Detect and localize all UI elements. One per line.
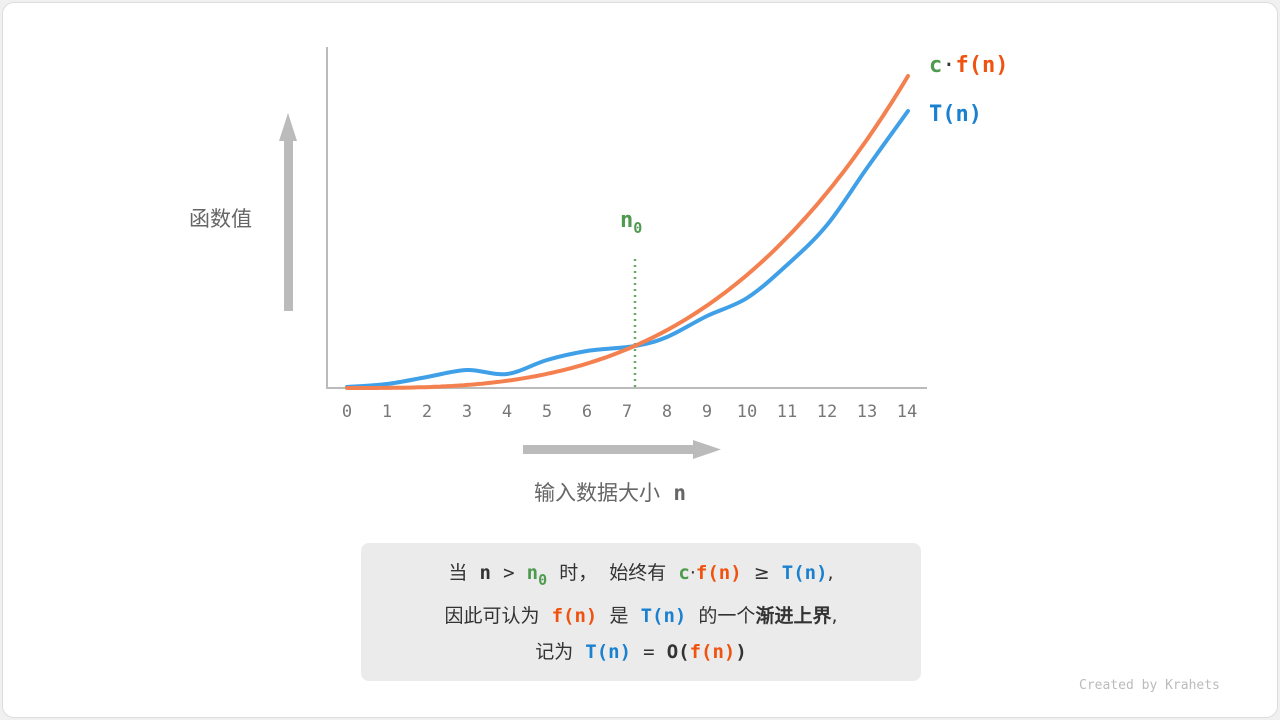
f: f(n) [551, 605, 598, 627]
T: T(n) [585, 641, 632, 663]
x-tick-label: 13 [857, 402, 877, 422]
x-tick-label: 8 [662, 402, 672, 422]
legend-f: f(n) [955, 53, 1009, 78]
n0-sub: 0 [538, 571, 548, 589]
note-line-3: 记为 T(n) = O(f(n)) [361, 634, 921, 670]
x-tick-label: 11 [777, 402, 797, 422]
comma: , [831, 605, 838, 627]
x-tick-label: 6 [582, 402, 592, 422]
t: 始终有 [609, 562, 667, 584]
f: f(n) [689, 641, 736, 663]
t: 因此可认为 [444, 605, 540, 627]
x-axis-var: n [673, 481, 687, 505]
plot: 0 1 2 3 4 5 6 7 8 9 10 11 12 13 14 [279, 47, 927, 459]
explanation-box: 当 n > n0 时， 始终有 c·f(n) ≥ T(n), 因此可认为 f(n… [361, 543, 921, 681]
n0: n [526, 562, 539, 584]
x-tick-label: 10 [737, 402, 757, 422]
c: c [678, 562, 690, 584]
ge: ≥ [753, 562, 770, 584]
x-tick-label: 5 [542, 402, 552, 422]
t-curve [345, 109, 910, 389]
eq: = [643, 641, 655, 663]
x-axis-label: 输入数据大小 n [534, 477, 686, 507]
paren: ) [735, 641, 747, 663]
x-tick-label: 0 [342, 402, 352, 422]
credit: Created by Krahets [1079, 678, 1220, 693]
n: n [479, 562, 491, 584]
dot: · [689, 562, 696, 584]
n0-sub: 0 [633, 219, 643, 237]
note-line-2: 因此可认为 f(n) 是 T(n) 的一个渐进上界, [361, 598, 921, 634]
O: O( [666, 641, 690, 663]
y-axis-label: 函数值 [189, 207, 252, 231]
x-tick-label: 1 [382, 402, 392, 422]
x-arrow-shaft [523, 445, 698, 454]
T: T(n) [781, 562, 828, 584]
n0-base: n [620, 208, 634, 233]
comma: , [827, 562, 834, 584]
f: f(n) [695, 562, 742, 584]
t: 当 [448, 562, 468, 584]
cf-curve [345, 74, 910, 390]
x-arrow-head [693, 440, 721, 459]
x-tick-label: 12 [817, 402, 837, 422]
t: 的一个 [698, 605, 756, 627]
legend-c: c [929, 53, 943, 78]
x-tick-label: 9 [702, 402, 712, 422]
t: 记为 [535, 641, 574, 663]
x-tick-label: 2 [422, 402, 432, 422]
legend-cf: c·f(n) [929, 53, 1008, 78]
legend-dot: · [942, 53, 956, 78]
T: T(n) [640, 605, 687, 627]
y-arrow-head [279, 113, 297, 141]
note-line-1: 当 n > n0 时， 始终有 c·f(n) ≥ T(n), [361, 555, 921, 598]
y-arrow-shaft [284, 133, 293, 311]
legend-t: T(n) [929, 102, 982, 127]
t: 时， [559, 562, 598, 584]
t: 是 [609, 605, 629, 627]
gt: > [503, 562, 515, 584]
x-tick-label: 4 [502, 402, 512, 422]
x-tick-label: 14 [897, 402, 917, 422]
x-axis-label-text: 输入数据大小 [534, 481, 660, 505]
bold-term: 渐进上界 [755, 605, 832, 627]
x-tick-label: 7 [622, 402, 632, 422]
x-tick-label: 3 [462, 402, 472, 422]
n0-label: n0 [620, 208, 642, 237]
